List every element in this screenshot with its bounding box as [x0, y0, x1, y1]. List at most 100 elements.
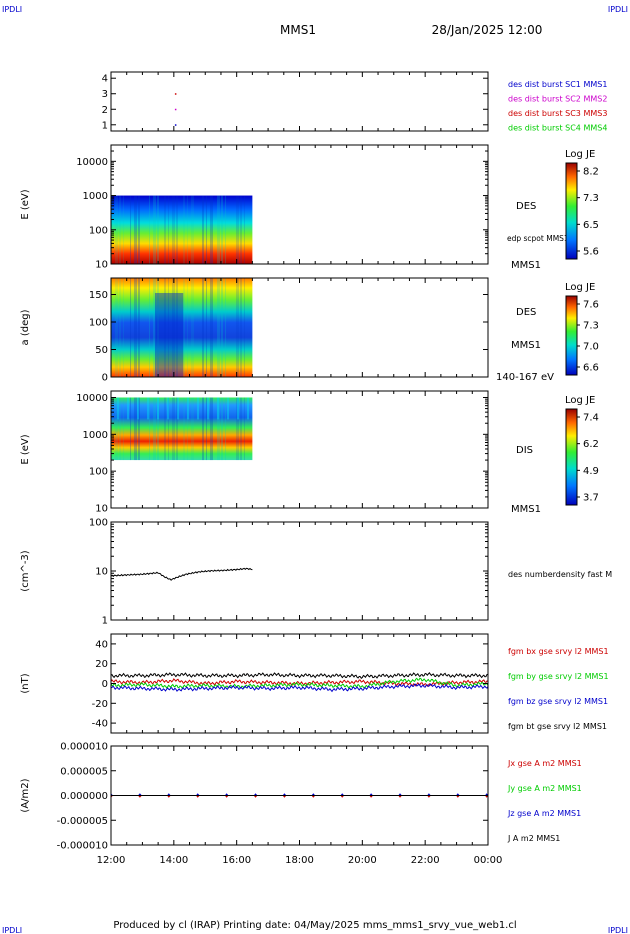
time-tick-label: 12:00: [97, 855, 126, 866]
series-label: fgm bz gse srvy l2 MMS1: [508, 697, 608, 706]
spectrogram-stripe: [187, 278, 188, 377]
spectrogram-stripe: [138, 278, 140, 377]
colorbar-tick-label: 6.6: [583, 363, 599, 374]
colorbar-tick-label: 6.5: [583, 220, 599, 231]
spectrogram-stripe: [119, 397, 121, 461]
y-tick-label: 100: [89, 518, 108, 529]
spectrogram-stripe: [210, 397, 213, 461]
spectrogram-stripe: [187, 195, 188, 264]
instrument-label: DIS: [516, 445, 533, 456]
corner-label-bottom-left: IPDLI: [2, 926, 22, 934]
time-tick-label: 18:00: [285, 855, 314, 866]
spectrogram-stripe: [115, 397, 118, 461]
legend-entry: des dist burst SC2 MMS2: [508, 95, 607, 104]
y-tick-label: 100: [89, 467, 108, 478]
spectrogram-stripe: [115, 195, 118, 264]
colorbar: [565, 408, 578, 506]
spectrogram-stripe: [237, 397, 239, 420]
panel-7: 0.000010 0.000005 0.000000 -0.000005 -0.0000…: [20, 742, 582, 852]
y-tick-label: 10: [95, 504, 108, 515]
colorbar-tick-label: 7.0: [583, 342, 599, 353]
spectrogram-stripe: [247, 397, 249, 420]
spectrogram-stripe: [191, 278, 194, 377]
y-tick-label: 1000: [83, 430, 108, 441]
spectrogram-stripe: [149, 397, 150, 461]
spectrogram-fill: [111, 278, 253, 377]
y-axis-label: E (eV): [20, 434, 31, 464]
spectrogram-stripe: [153, 195, 156, 264]
datetime-title: 28/Jan/2025 12:00: [432, 23, 543, 37]
series-line: [110, 671, 489, 680]
spectrogram-fill: [111, 397, 253, 461]
y-tick-label: 10: [95, 260, 108, 271]
spectrogram-stripe: [176, 278, 178, 377]
panel-5: 1 10 100 (cm^-3) des numberdensity fast M: [20, 518, 612, 627]
colorbar-title: Log JE: [565, 149, 595, 160]
spectrogram-stripe: [168, 278, 169, 377]
y-axis-label: (nT): [20, 673, 31, 693]
spectrogram-stripe: [221, 195, 223, 264]
spectrogram-stripe: [210, 195, 213, 264]
burst-point: [174, 93, 177, 95]
spectrogram-stripe: [206, 195, 207, 264]
colorbar-tick-label: 7.4: [583, 413, 599, 424]
spectrogram-stripe: [244, 278, 245, 377]
colorbar-tick-label: 7.3: [583, 193, 599, 204]
spectrogram-dropout: [154, 293, 184, 377]
panel-spacecraft-label: MMS1: [511, 260, 541, 271]
panels-group: 1 2 3 4 des dist burst SC1 MMS1 des dist burs…: [20, 71, 612, 852]
spectrogram-stripe: [123, 278, 124, 377]
spectrogram-stripe: [236, 278, 239, 377]
spectrogram-stripe: [240, 278, 242, 377]
y-tick-label: -0.000005: [57, 816, 108, 827]
spectrogram-stripe: [149, 195, 150, 264]
time-tick-label: 14:00: [159, 855, 188, 866]
spectrogram-stripe: [157, 195, 159, 264]
panel-frame: [110, 71, 489, 132]
corner-label-top-left: IPDLI: [2, 5, 22, 14]
spectrogram-stripe: [227, 397, 229, 420]
series-line: [110, 567, 253, 581]
spectrogram-stripe: [117, 397, 119, 420]
y-tick-label: 0.000000: [60, 791, 108, 802]
spectrogram-stripe: [202, 195, 204, 264]
spectrogram-stripe: [225, 278, 226, 377]
y-tick-label: 2: [102, 105, 108, 116]
spectrogram-stripe: [240, 195, 242, 264]
y-tick-label: 4: [102, 74, 108, 85]
spectrogram-stripe: [127, 397, 129, 420]
time-tick-label: 20:00: [348, 855, 377, 866]
y-axis-label: a (deg): [20, 309, 31, 345]
series-label: fgm by gse srvy l2 MMS1: [508, 672, 609, 681]
y-tick-label: 3: [102, 89, 108, 100]
spectrogram-stripe: [176, 195, 178, 264]
burst-point: [174, 124, 177, 126]
panel-3: 0 50 100 150 a (deg) DES MMS1 140-167 eV Log JE 7…: [20, 277, 599, 384]
spectrogram-stripe: [217, 278, 220, 377]
colorbar: [565, 162, 578, 260]
energy-range-label: 140-167 eV: [496, 372, 554, 383]
series-label: des numberdensity fast M: [508, 570, 612, 579]
spectrogram-stripe: [183, 195, 185, 264]
legend-entry: des dist burst SC4 MMS4: [508, 124, 607, 133]
y-axis-label: (A/m2): [20, 778, 31, 812]
spectrogram-stripe: [168, 397, 169, 461]
y-tick-label: 0: [102, 679, 108, 690]
legend-entry: des dist burst SC3 MMS3: [508, 109, 607, 118]
spectrogram-stripe: [147, 397, 149, 420]
spectrogram-stripe: [167, 397, 169, 420]
corner-label-top-right: IPDLI: [608, 5, 628, 14]
spectrogram-stripe: [130, 397, 131, 461]
spectrogram-stripe: [157, 397, 159, 420]
time-tick-label: 22:00: [411, 855, 440, 866]
spectrogram-stripe: [191, 195, 194, 264]
spectrogram-stripe: [172, 195, 175, 264]
colorbar-tick-label: 7.6: [583, 300, 599, 311]
footer-text: Produced by cl (IRAP) Printing date: 04/…: [113, 920, 516, 931]
spectrogram-stripe: [210, 278, 213, 377]
y-tick-label: 1: [102, 120, 108, 131]
spectrogram-stripe: [206, 397, 207, 461]
spectrogram-stripe: [119, 195, 121, 264]
spectrogram-stripe: [236, 195, 239, 264]
